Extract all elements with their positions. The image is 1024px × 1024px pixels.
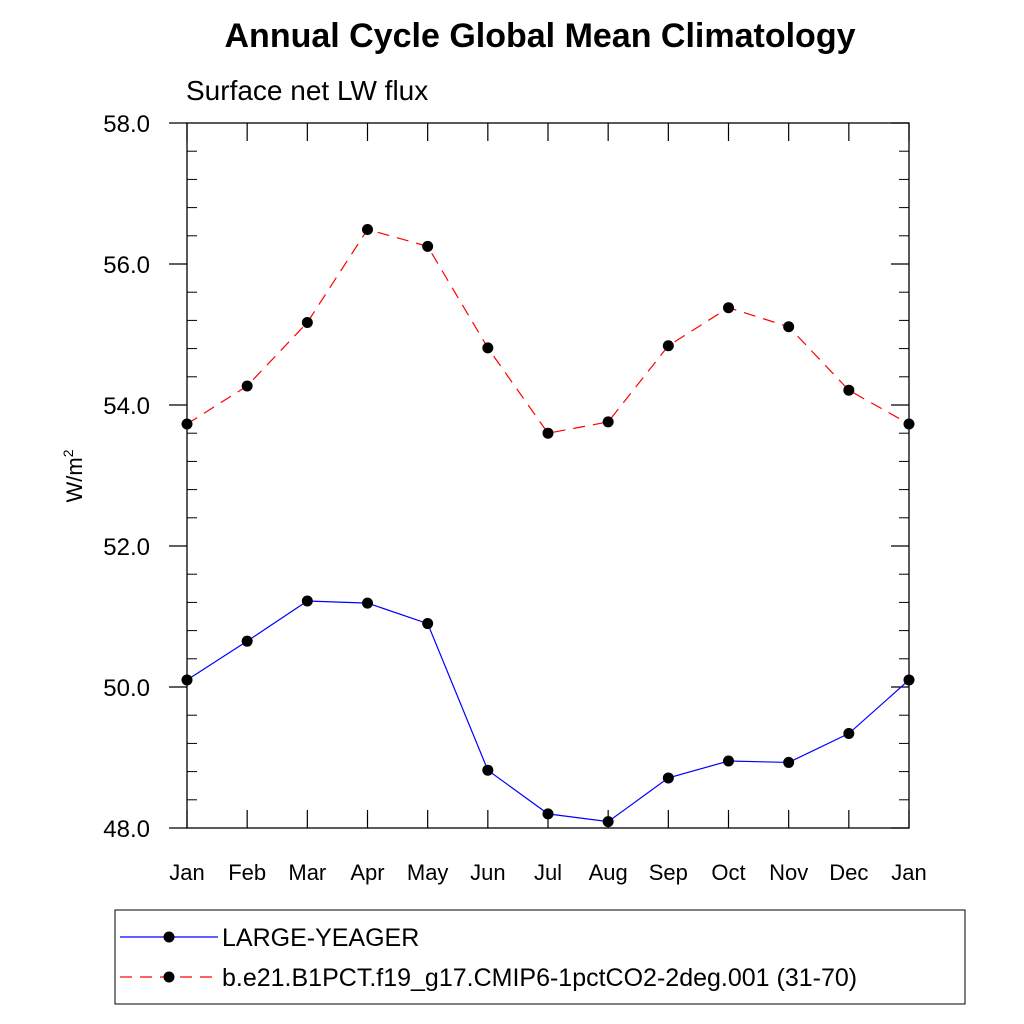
- data-point: [903, 418, 915, 430]
- y-tick-label: 48.0: [103, 816, 150, 843]
- x-tick-label: Dec: [829, 860, 868, 885]
- data-point: [723, 302, 734, 314]
- plot-frame: [186, 122, 910, 829]
- y-tick-label: 50.0: [103, 675, 150, 702]
- data-point: [843, 384, 855, 396]
- x-tick-label: Jan: [891, 860, 926, 885]
- data-point: [181, 418, 193, 430]
- legend-label-2: b.e21.B1PCT.f19_g17.CMIP6-1pctCO2-2deg.0…: [222, 964, 857, 992]
- x-tick-label: Jun: [470, 860, 505, 885]
- x-tick-label: Apr: [350, 860, 384, 885]
- data-point: [783, 321, 795, 333]
- data-point: [301, 317, 313, 329]
- data-point: [482, 342, 494, 354]
- x-tick-label: Mar: [288, 860, 326, 885]
- data-point: [362, 597, 373, 609]
- data-point: [662, 772, 674, 784]
- data-point: [482, 764, 494, 776]
- data-point: [783, 756, 795, 768]
- data-point: [723, 755, 734, 767]
- data-point: [602, 816, 614, 828]
- x-tick-label: May: [407, 860, 449, 885]
- data-point: [422, 618, 434, 630]
- chart-subtitle: Surface net LW flux: [186, 75, 428, 106]
- y-tick-label: 52.0: [103, 534, 150, 561]
- legend-box: [114, 909, 966, 1005]
- x-tick-label: Aug: [589, 860, 628, 885]
- data-point: [241, 380, 253, 392]
- data-point: [362, 223, 373, 235]
- x-tick-label: Feb: [228, 860, 266, 885]
- x-tick-label: Sep: [649, 860, 688, 885]
- data-point: [542, 808, 554, 820]
- data-point: [181, 674, 193, 686]
- x-tick-label: Oct: [711, 860, 745, 885]
- legend-marker: [163, 971, 175, 983]
- data-point: [241, 635, 253, 647]
- data-point: [422, 240, 434, 252]
- y-tick-label: 54.0: [103, 393, 150, 420]
- legend: LARGE-YEAGER b.e21.B1PCT.f19_g17.CMIP6-1p…: [120, 924, 857, 992]
- y-tick-label: 56.0: [103, 252, 150, 279]
- data-point: [903, 674, 915, 686]
- series-layer: [181, 223, 915, 828]
- chart-title: Annual Cycle Global Mean Climatology: [225, 17, 856, 55]
- axis-ticks: 48.0 50.0 52.0 54.0 56.0 58.0 Jan Feb Mar Apr May J…: [103, 111, 926, 885]
- series-line-1: [186, 600, 910, 823]
- x-tick-label: Jan: [169, 860, 204, 885]
- series-line-2: [186, 228, 910, 434]
- x-tick-label: Jul: [534, 860, 562, 885]
- data-point: [602, 416, 614, 428]
- data-point: [542, 427, 554, 439]
- y-axis-label: W/m2: [60, 449, 87, 502]
- data-point: [662, 340, 674, 352]
- data-point: [843, 728, 855, 740]
- legend-marker: [163, 931, 175, 943]
- legend-label-1: LARGE-YEAGER: [222, 924, 419, 952]
- x-tick-label: Nov: [769, 860, 808, 885]
- y-tick-label: 58.0: [103, 111, 150, 138]
- data-point: [301, 595, 313, 607]
